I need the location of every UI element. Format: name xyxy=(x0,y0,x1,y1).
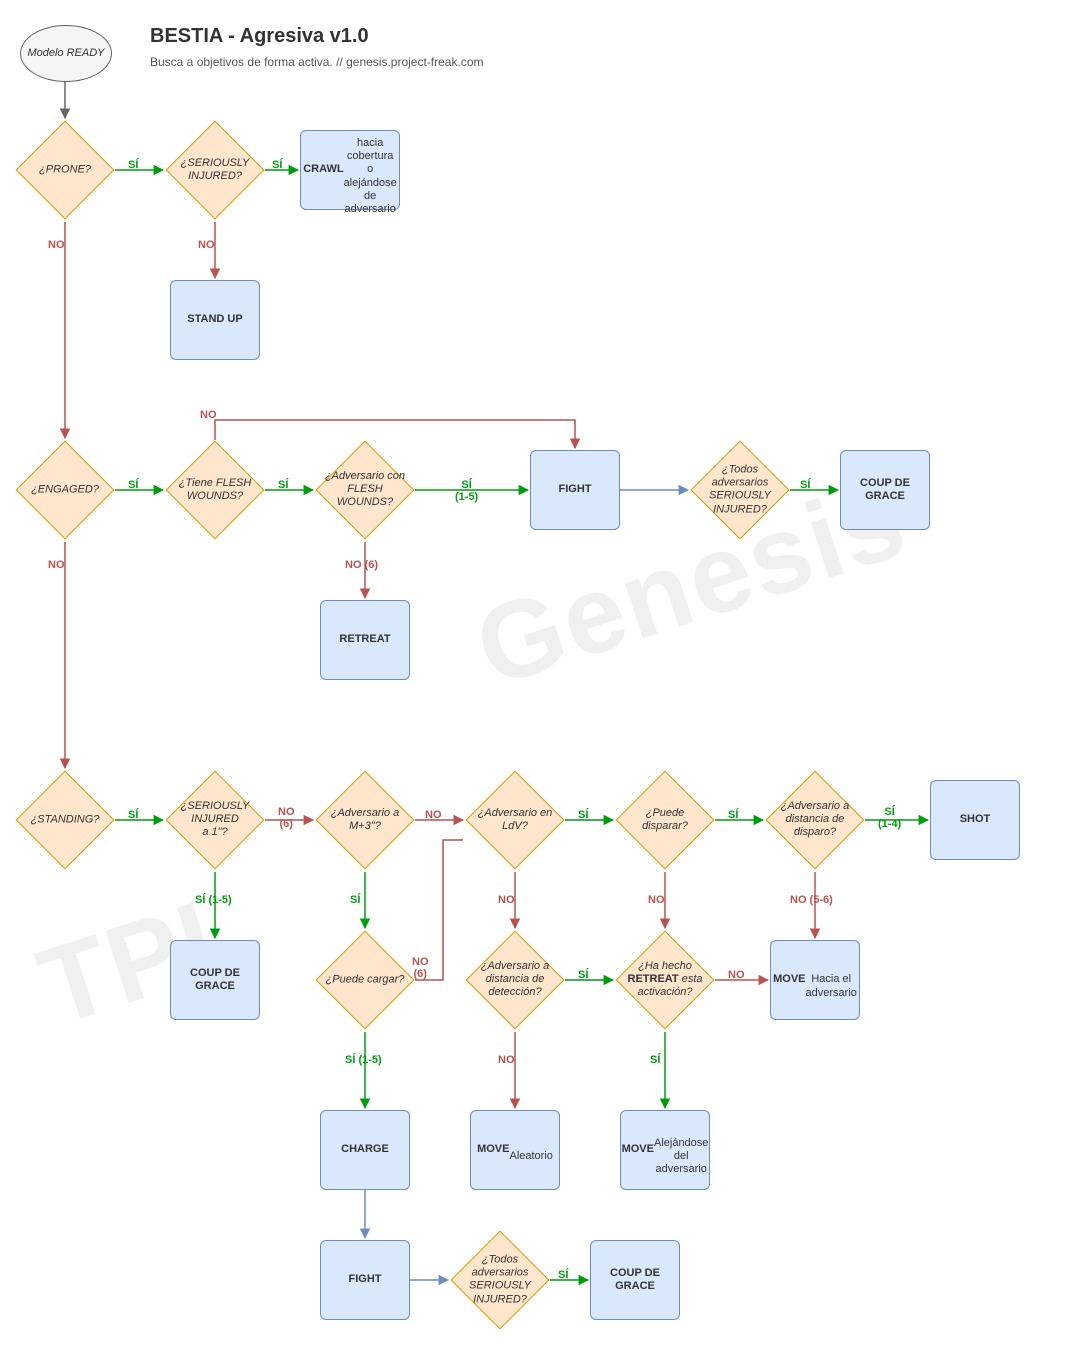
process-p_cdg2: COUP DEGRACE xyxy=(170,940,260,1020)
edge-label: NO (6) xyxy=(345,559,378,571)
edge-label: SÍ xyxy=(728,809,738,821)
process-p_moverand: MOVEAleatorio xyxy=(470,1110,560,1190)
start-node: Modelo READY xyxy=(20,25,112,82)
decision-d_allserinj2: ¿TodosadversariosSERIOUSLYINJURED? xyxy=(465,1245,535,1315)
process-p_cdg1: COUP DEGRACE xyxy=(840,450,930,530)
process-p_fight2: FIGHT xyxy=(320,1240,410,1320)
decision-d_allserinj1: ¿TodosadversariosSERIOUSLYINJURED? xyxy=(705,455,775,525)
decision-d_prone: ¿PRONE? xyxy=(30,135,100,205)
decision-d_cshoot: ¿Puededisparar? xyxy=(630,785,700,855)
decision-d_flesh: ¿Tiene FLESHWOUNDS? xyxy=(180,455,250,525)
edge-label: NO xyxy=(425,809,442,821)
process-p_moveadv: MOVEHacia el adversario xyxy=(770,940,860,1020)
edge-label: SÍ xyxy=(128,809,138,821)
edge-label: SÍ xyxy=(558,1269,568,1281)
edge-label: NO (5-6) xyxy=(790,894,833,906)
edge-label: NO(6) xyxy=(412,956,429,980)
edge-label: SÍ xyxy=(272,159,282,171)
edge-label: SÍ xyxy=(650,1054,660,1066)
process-p_retreat: RETREAT xyxy=(320,600,410,680)
process-p_moveaway: MOVEAlejándose del adversario xyxy=(620,1110,710,1190)
page-title: BESTIA - Agresiva v1.0 xyxy=(150,25,369,48)
decision-d_advflesh: ¿Adversario conFLESHWOUNDS? xyxy=(330,455,400,525)
edge-label: NO xyxy=(48,239,65,251)
process-p_charge: CHARGE xyxy=(320,1110,410,1190)
edge-label: NO xyxy=(198,239,215,251)
decision-d_standing: ¿STANDING? xyxy=(30,785,100,855)
edge-label: NO xyxy=(200,409,217,421)
edge-label: SÍ xyxy=(128,159,138,171)
decision-d_retreated: ¿Ha hechoRETREAT estaactivación? xyxy=(630,945,700,1015)
edge-label: NO xyxy=(498,894,515,906)
process-p_crawl: CRAWLhacia cobertura o alejándose de adv… xyxy=(300,130,400,210)
decision-d_engaged: ¿ENGAGED? xyxy=(30,455,100,525)
edge-label: SÍ xyxy=(350,894,360,906)
decision-d_ccharge: ¿Puede cargar? xyxy=(330,945,400,1015)
process-p_fight1: FIGHT xyxy=(530,450,620,530)
edge-label: SÍ(1-5) xyxy=(455,479,478,503)
edge-label: NO(6) xyxy=(278,806,295,830)
decision-d_advldv: ¿Adversario enLdV? xyxy=(480,785,550,855)
edge-label: NO xyxy=(498,1054,515,1066)
edge-label: SÍ xyxy=(800,479,810,491)
edge-label: SÍ xyxy=(128,479,138,491)
process-p_shot: SHOT xyxy=(930,780,1020,860)
decision-d_serinj: ¿SERIOUSLYINJURED? xyxy=(180,135,250,205)
decision-d_advshootd: ¿Adversario adistancia dedisparo? xyxy=(780,785,850,855)
process-p_cdg3: COUP DEGRACE xyxy=(590,1240,680,1320)
edge-label: SÍ (1-5) xyxy=(345,1054,382,1066)
edge-label: SÍ xyxy=(278,479,288,491)
decision-d_serinj1: ¿SERIOUSLYINJUREDa 1"? xyxy=(180,785,250,855)
process-p_standup: STAND UP xyxy=(170,280,260,360)
edge-label: NO xyxy=(48,559,65,571)
edge-label: NO xyxy=(728,969,745,981)
page-subtitle: Busca a objetivos de forma activa. // ge… xyxy=(150,55,484,69)
edge-label: NO xyxy=(648,894,665,906)
edge-label: SÍ(1-4) xyxy=(878,806,901,830)
edge-label: SÍ xyxy=(578,809,588,821)
edge-label: SÍ xyxy=(578,969,588,981)
decision-d_advdet: ¿Adversario adistancia dedetección? xyxy=(480,945,550,1015)
decision-d_advm3: ¿Adversario aM+3"? xyxy=(330,785,400,855)
flowchart-canvas: TPI Genesis BESTIA - Agresiva v1.0 Busca… xyxy=(0,0,1092,1362)
edge-label: SÍ (1-5) xyxy=(195,894,232,906)
